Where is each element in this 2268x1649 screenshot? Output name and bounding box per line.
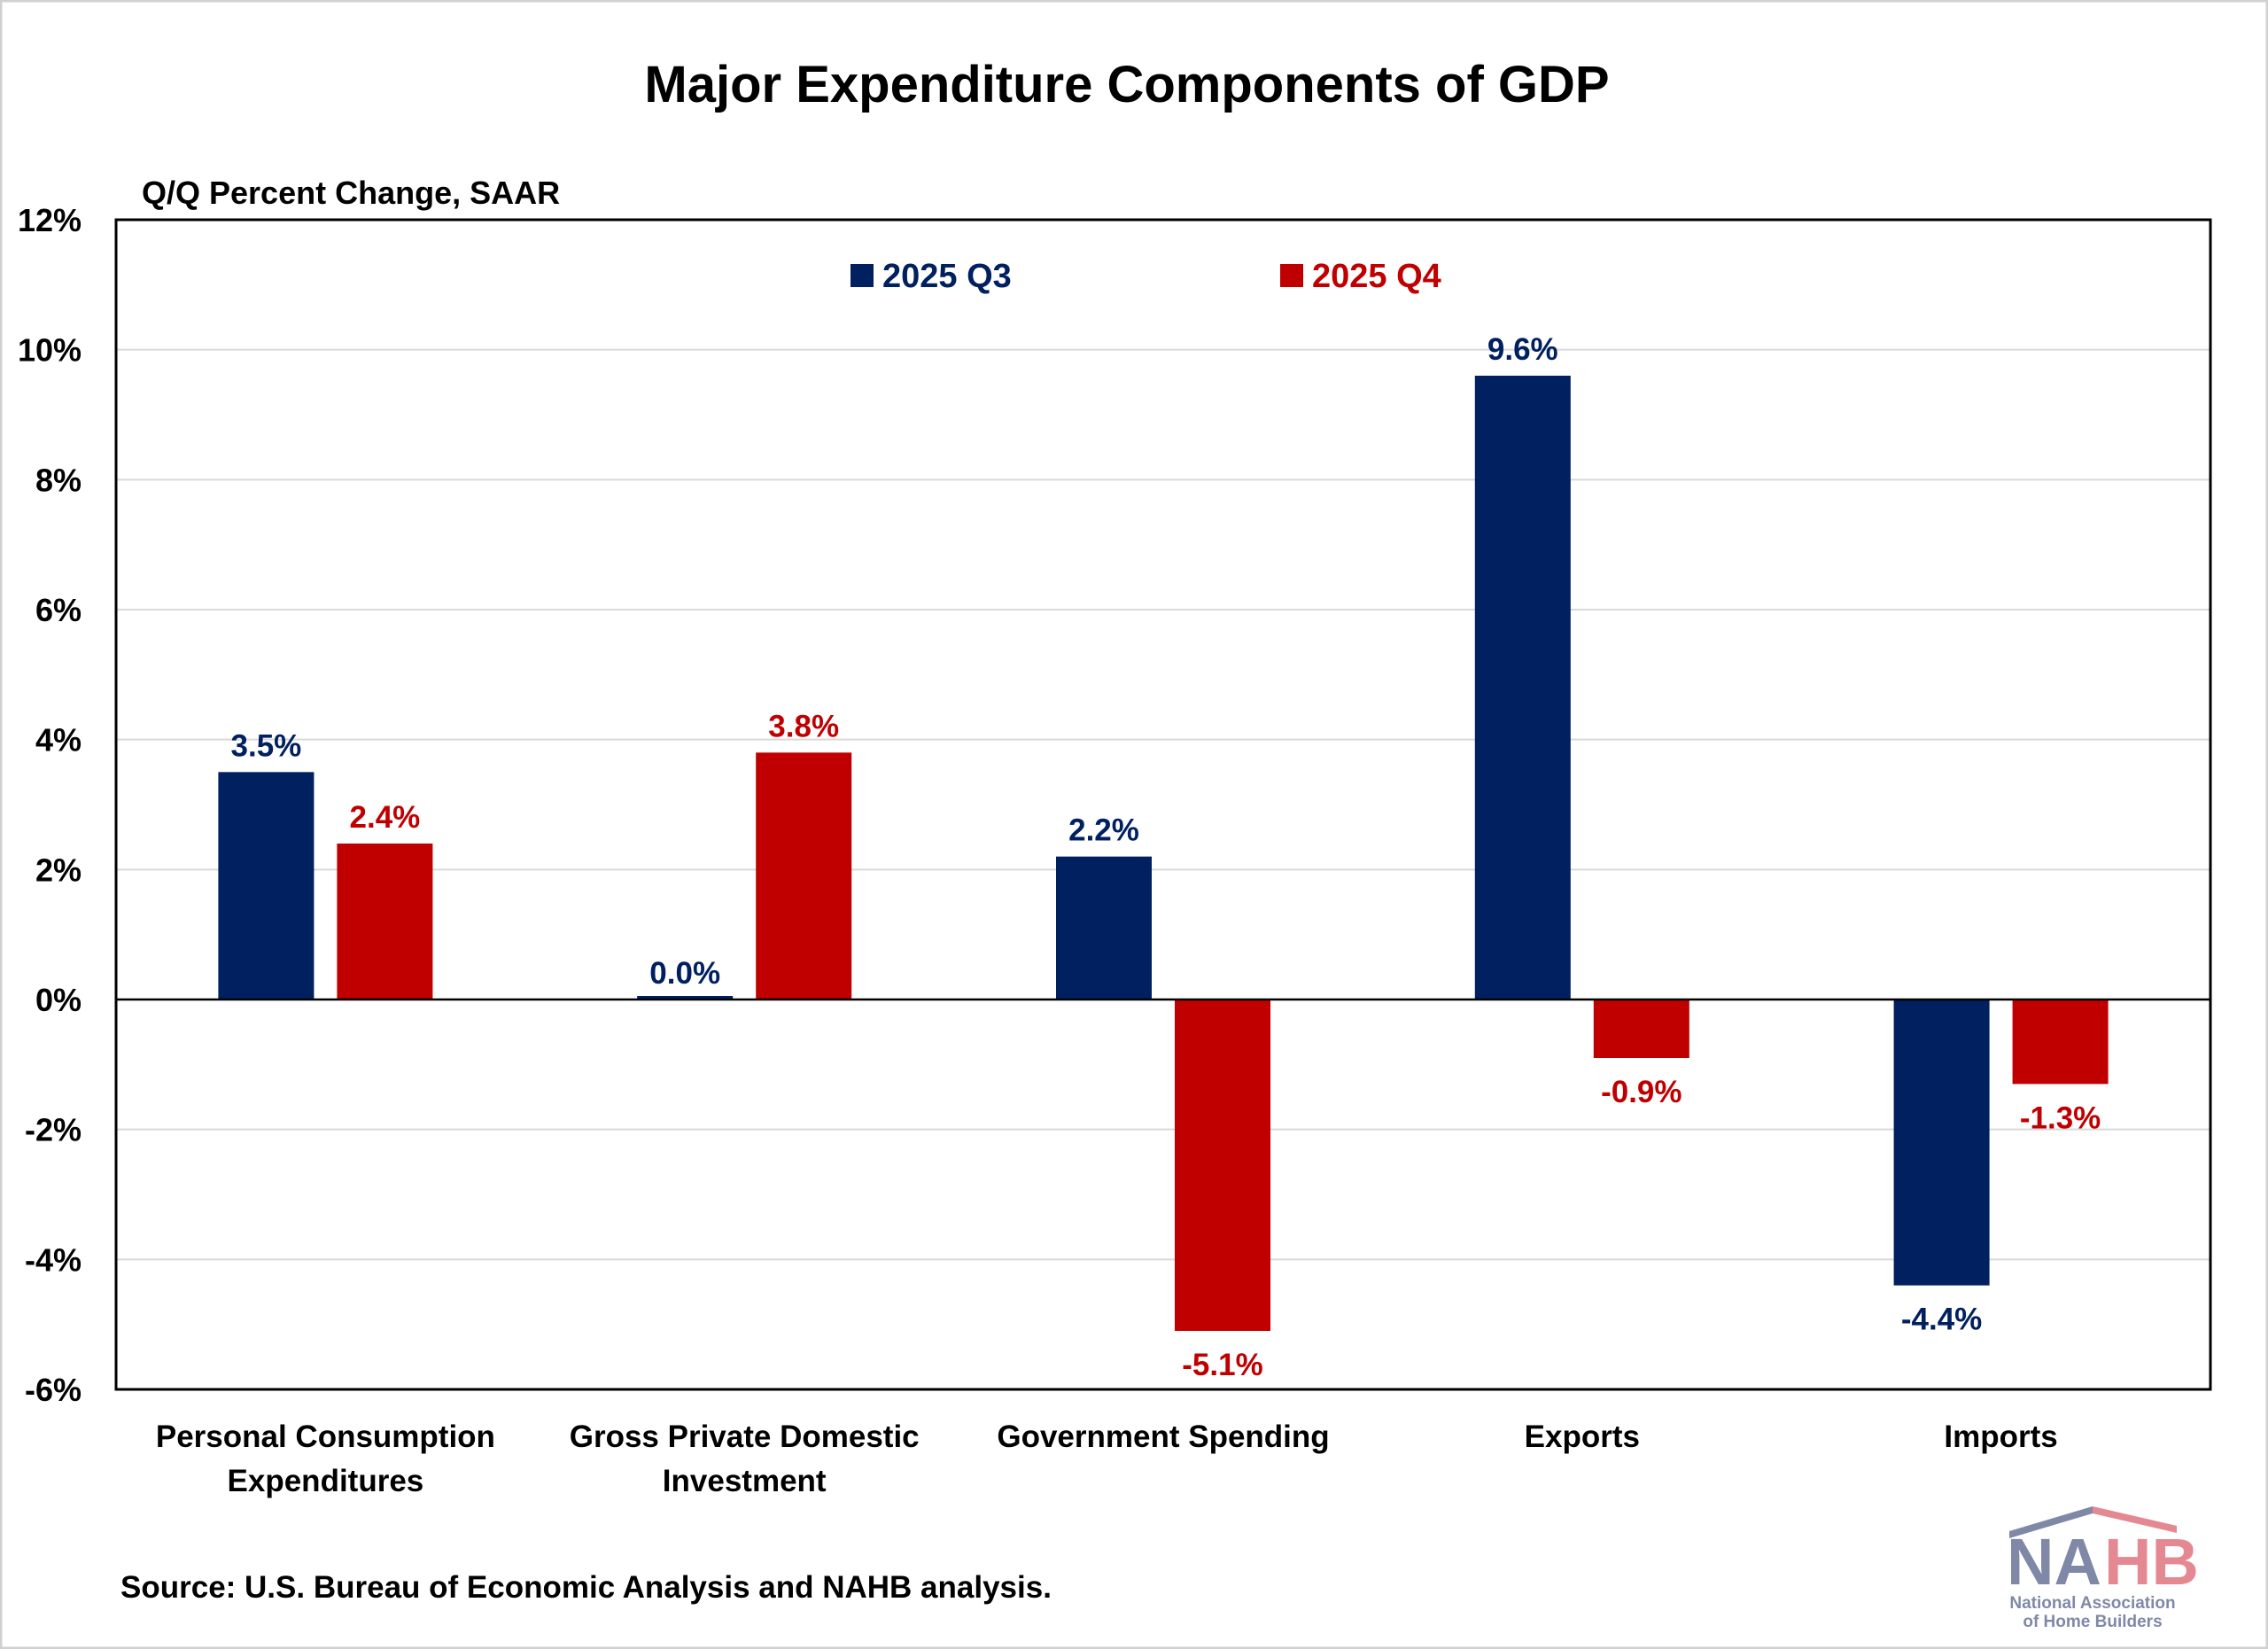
legend-label: 2025 Q4	[1312, 258, 1441, 295]
chart-title: Major Expenditure Components of GDP	[644, 56, 1609, 113]
x-tick-label: Government Spending	[997, 1420, 1329, 1454]
gridlines	[116, 348, 2210, 1261]
x-tick-label: Exports	[1525, 1420, 1640, 1454]
bar-q4	[2012, 1000, 2109, 1085]
x-tick-label: Gross Private Domestic	[570, 1420, 920, 1454]
bar-q4	[337, 844, 433, 1000]
bar-q4	[1593, 1000, 1689, 1058]
y-tick-label: 6%	[35, 592, 82, 628]
source-note: Source: U.S. Bureau of Economic Analysis…	[120, 1570, 1052, 1605]
data-label: 3.5%	[231, 728, 302, 763]
y-tick-label: -6%	[25, 1372, 82, 1408]
data-label: 2.4%	[350, 800, 421, 835]
y-tick-label: 4%	[35, 722, 82, 758]
bar-q4	[1175, 1000, 1270, 1331]
legend-swatch	[850, 264, 874, 287]
bar-q3	[1893, 1000, 1990, 1286]
data-label: 2.2%	[1068, 813, 1139, 848]
bar-q3	[637, 996, 734, 1000]
y-tick-label: -4%	[25, 1241, 82, 1278]
x-tick-label: Personal Consumption	[156, 1420, 495, 1454]
y-tick-labels: 12% 10% 8% 6% 4% 2% 0% -2% -4% -6%	[18, 202, 82, 1408]
x-tick-label: Expenditures	[228, 1464, 424, 1498]
logo-na: NA	[2007, 1525, 2101, 1598]
data-label: -5.1%	[1182, 1348, 1262, 1382]
data-label: 9.6%	[1487, 332, 1558, 367]
data-label: 3.8%	[768, 709, 839, 743]
legend-swatch	[1280, 264, 1303, 287]
x-tick-label: Investment	[663, 1464, 827, 1498]
logo-line2: of Home Builders	[2023, 1613, 2162, 1631]
bar-q3	[1474, 376, 1571, 1000]
nahb-logo: NA HB National Association of Home Build…	[2007, 1506, 2199, 1631]
y-tick-label: 12%	[18, 202, 82, 238]
y-tick-label: 2%	[35, 852, 82, 888]
bar-q3	[218, 772, 315, 1000]
legend-label: 2025 Q3	[882, 258, 1012, 295]
y-tick-label: 0%	[35, 982, 82, 1018]
data-label: -4.4%	[1901, 1303, 1982, 1337]
x-tick-labels: Personal Consumption Expenditures Gross Pr…	[156, 1420, 2058, 1498]
bar-q4	[756, 752, 852, 1000]
data-label: -1.3%	[2020, 1101, 2101, 1135]
bars: 3.5% 2.4% 0.0% 3.8% 2.2% -5.1% 9.6% -0.9% -4.4% -…	[218, 332, 2109, 1382]
y-tick-label: 10%	[18, 332, 82, 369]
x-tick-label: Imports	[1944, 1420, 2057, 1454]
plot-area	[114, 218, 2212, 1391]
legend: 2025 Q3 2025 Q4	[850, 258, 1441, 295]
y-tick-label: 8%	[35, 462, 82, 498]
y-tick-label: -2%	[25, 1112, 82, 1148]
logo-line1: National Association	[2009, 1594, 2175, 1613]
data-label: -0.9%	[1601, 1075, 1682, 1109]
bar-q3	[1056, 856, 1152, 1000]
y-axis-label: Q/Q Percent Change, SAAR	[142, 175, 560, 211]
data-label: 0.0%	[649, 956, 720, 991]
logo-hb: HB	[2104, 1525, 2199, 1598]
